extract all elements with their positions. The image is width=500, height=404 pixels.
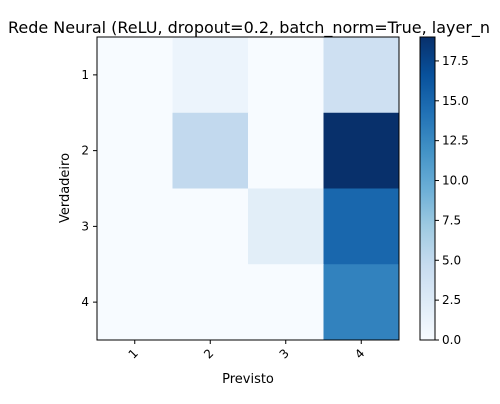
x-axis-ticks: 1 2 3 4 — [126, 340, 367, 362]
colorbar-tick-label: 7.5 — [442, 213, 461, 227]
heatmap-cell — [97, 37, 173, 114]
heatmap-cell — [97, 188, 173, 265]
heatmap-cell — [248, 188, 324, 265]
colorbar-ticks: 0.0 2.5 5.0 7.5 10.0 12.5 15.0 17.5 — [435, 54, 469, 347]
heatmap-frame — [96, 36, 400, 341]
heatmap-cell — [323, 264, 400, 341]
heatmap-cell — [248, 264, 324, 341]
colorbar-tick-label: 0.0 — [442, 333, 461, 347]
y-axis-label: Verdadeiro — [58, 153, 73, 223]
x-tick-label: 4 — [352, 346, 367, 361]
heatmap-cell — [172, 112, 249, 189]
x-tick-label: 3 — [277, 346, 292, 361]
x-tick-label: 2 — [201, 346, 216, 361]
x-tick-label: 1 — [126, 346, 141, 361]
heatmap-cell — [172, 264, 249, 341]
heatmap-cell — [97, 264, 173, 341]
heatmap-cell — [248, 112, 324, 189]
heatmap-cell — [323, 112, 400, 189]
heatmap-cells — [97, 37, 400, 341]
y-axis-ticks: 1 2 3 4 — [81, 68, 97, 309]
heatmap-cell — [323, 188, 400, 265]
colorbar-tick-label: 2.5 — [442, 293, 461, 307]
y-tick-label: 2 — [81, 144, 89, 158]
x-axis-label: Previsto — [222, 372, 274, 387]
heatmap-cell — [172, 37, 249, 114]
y-tick-label: 1 — [81, 68, 89, 82]
colorbar-tick-label: 17.5 — [442, 54, 469, 68]
heatmap-cell — [248, 37, 324, 114]
y-tick-label: 4 — [81, 295, 89, 309]
colorbar-tick-label: 12.5 — [442, 134, 469, 148]
heatmap-cell — [97, 112, 173, 189]
heatmap-cell — [172, 188, 249, 265]
heatmap-cell — [323, 37, 400, 114]
colorbar — [419, 36, 436, 341]
colorbar-tick-label: 10.0 — [442, 174, 469, 188]
chart-title: Rede Neural (ReLU, dropout=0.2, batch_no… — [8, 18, 490, 38]
colorbar-tick-label: 15.0 — [442, 94, 469, 108]
colorbar-tick-label: 5.0 — [442, 253, 461, 267]
y-tick-label: 3 — [81, 219, 89, 233]
